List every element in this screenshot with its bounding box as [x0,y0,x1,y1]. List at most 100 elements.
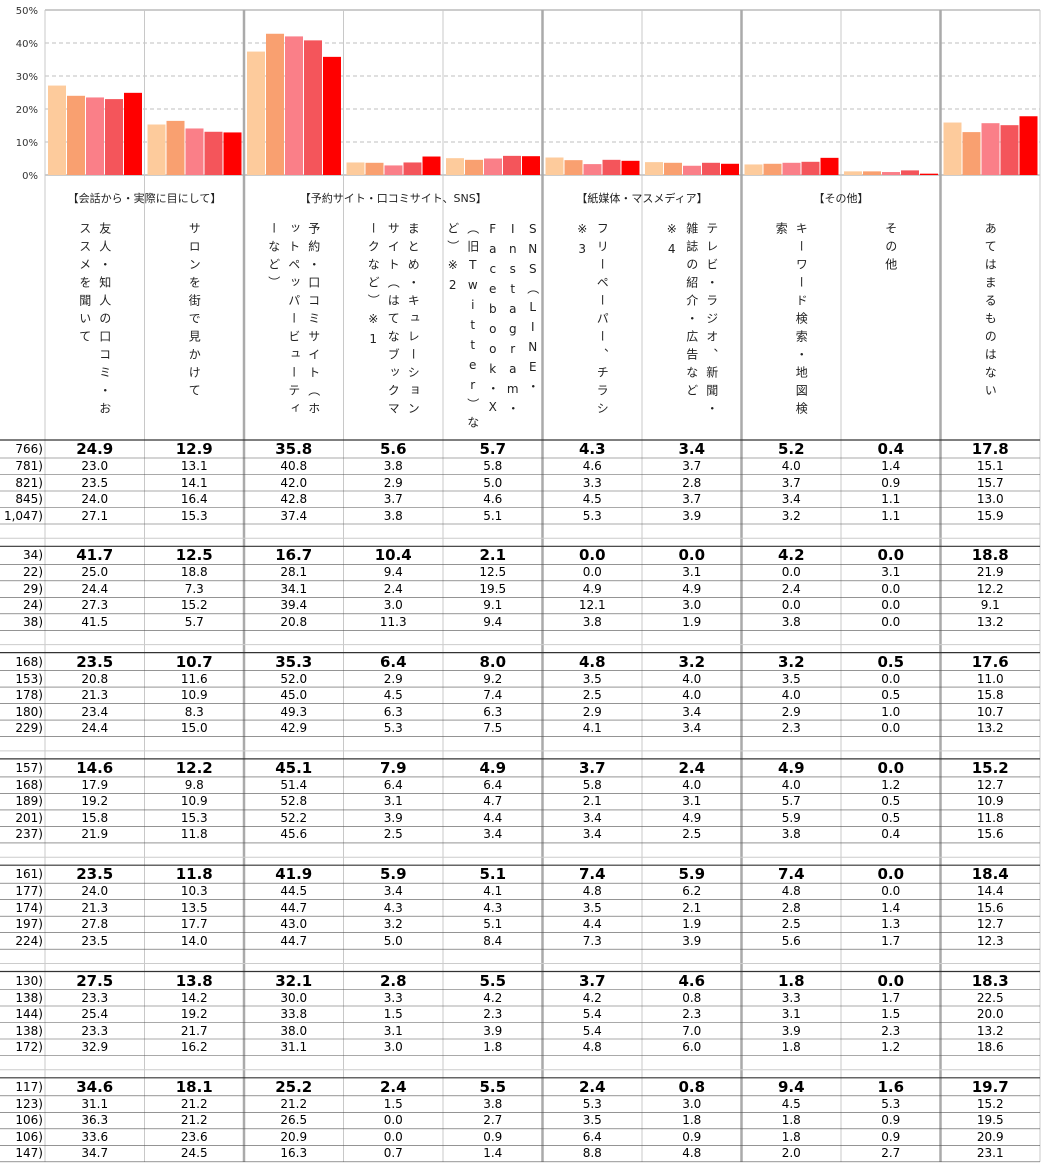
cell: 10.7 [175,652,213,671]
cell: 44.5 [280,884,308,899]
group-label: 【紙媒体・マスメディア】 [576,192,708,205]
cell: 5.7 [479,440,507,458]
cell: 4.9 [582,581,602,596]
cell: 3.3 [582,475,602,490]
cell: 30.0 [280,990,308,1005]
cell: 42.8 [280,492,308,506]
cell: 3.2 [781,508,801,523]
row-label: 157) [15,760,43,775]
bar [266,33,284,176]
cell: 7.3 [184,581,204,596]
bar [721,163,739,175]
bar [403,162,422,175]
cell: 2.4 [578,1077,606,1096]
cell: 27.3 [81,598,109,613]
cell: 5.5 [479,971,507,990]
cell: 1.6 [877,1077,905,1096]
row-label: 237) [15,827,43,842]
cell: 2.4 [383,581,403,596]
cell: 3.0 [682,1096,702,1111]
bar [801,161,820,175]
bar [365,162,384,175]
bar [981,123,1000,175]
cell: 0.0 [383,1129,403,1144]
cell: 4.9 [682,810,702,825]
cell: 4.5 [781,1096,801,1111]
cell: 1.0 [881,704,901,719]
cell: 0.8 [678,1077,706,1096]
bar [522,156,540,175]
cell: 3.2 [777,652,805,671]
cell: 1.4 [881,459,901,473]
cell: 15.6 [976,827,1004,842]
cell: 12.7 [976,777,1004,792]
cell: 12.7 [976,917,1004,932]
cell: 5.7 [184,614,204,629]
bar [763,163,782,175]
cell: 15.3 [180,810,208,825]
cell: 3.0 [383,1040,403,1054]
bar [943,122,962,175]
cell: 51.4 [280,777,308,792]
cell: 3.8 [781,827,801,842]
bar [147,124,166,175]
cell: 15.6 [976,900,1004,915]
cell: 20.9 [280,1129,308,1144]
column-header: その他 [883,222,898,276]
bar [664,162,682,175]
cell: 44.7 [280,933,308,948]
cell: 1.7 [881,933,901,948]
header-cell: その他 [841,222,941,437]
cell: 52.0 [280,671,308,686]
cell: 35.8 [275,440,313,458]
row-label: 24) [23,598,43,613]
cell: 2.3 [483,1007,503,1021]
cell: 5.3 [582,508,602,523]
cell: 24.0 [81,884,109,899]
cell: 13.0 [976,492,1004,506]
column-header: まとめ・キュレーションサイト（はてなブックマークなど）※1 [366,222,421,420]
cell: 11.8 [180,827,208,842]
cell: 3.1 [383,794,403,809]
cell: 0.5 [877,652,905,671]
cell: 2.9 [781,704,801,719]
cell: 34.6 [76,1077,114,1096]
bar [744,164,763,175]
cell: 9.2 [483,671,503,686]
cell: 20.0 [976,1007,1004,1021]
cell: 12.3 [976,933,1004,948]
bar [683,165,701,175]
cell: 11.8 [175,865,213,884]
header-cell: 予約・口コミサイト（ホットペッパービューティーなど） [244,222,344,437]
cell: 6.4 [483,777,503,792]
header-cell: 友人・知人の口コミ・おススメを聞いて [45,222,145,437]
cell: 1.5 [383,1007,403,1021]
cell: 0.0 [877,758,905,777]
cell: 15.3 [180,508,208,523]
cell: 0.0 [383,1113,403,1128]
cell: 8.4 [483,933,503,948]
row-label: 106) [15,1129,43,1144]
cell: 3.7 [682,459,702,473]
group-label: 【会話から・実際に目にして】 [67,192,222,205]
cell: 15.7 [976,475,1004,490]
cell: 3.4 [682,704,702,719]
cell: 24.4 [81,721,109,736]
cell: 3.4 [483,827,503,842]
cell: 5.3 [881,1096,901,1111]
cell: 3.5 [582,1113,602,1128]
bar [1019,116,1038,175]
cell: 1.3 [881,917,901,932]
cell: 41.9 [275,865,313,884]
cell: 24.9 [76,440,114,458]
cell: 0.4 [877,440,905,458]
cell: 18.3 [971,971,1009,990]
cell: 3.0 [383,598,403,613]
cell: 2.3 [682,1007,702,1021]
cell: 0.0 [582,565,602,580]
cell: 10.9 [180,688,208,703]
bar [901,170,919,175]
cell: 7.3 [582,933,602,948]
cell: 2.7 [881,1146,901,1161]
cell: 21.9 [81,827,109,842]
